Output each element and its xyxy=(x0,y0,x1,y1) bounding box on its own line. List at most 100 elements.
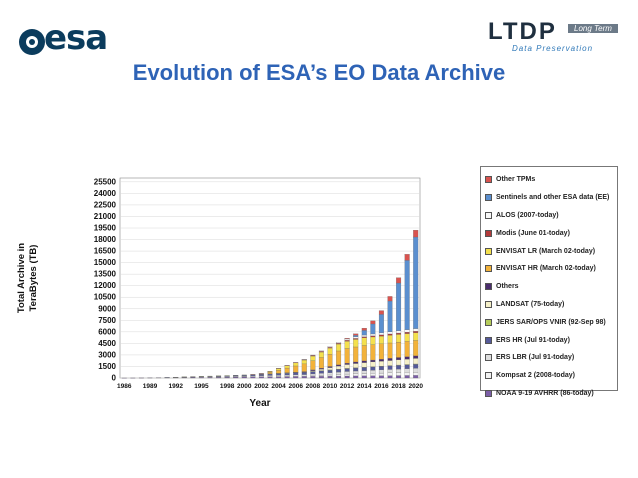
bar-segment xyxy=(327,367,333,371)
legend-swatch xyxy=(485,318,492,326)
bar-segment xyxy=(370,344,376,361)
bar-segment xyxy=(413,236,419,329)
bar-segment xyxy=(344,373,350,377)
bar-segment xyxy=(378,332,384,336)
bar-segment xyxy=(344,362,350,365)
bar-segment xyxy=(267,373,273,376)
bar-segment xyxy=(387,331,393,335)
x-tick-label: 2012 xyxy=(340,383,355,390)
bar-segment xyxy=(404,358,410,365)
stacked-bar-chart: 0 1500 3000 4500 6000 7500 9000 10500 12000 13500… xyxy=(16,177,423,409)
bar-segment xyxy=(353,361,359,364)
bar-segment xyxy=(413,372,419,376)
bar-segment xyxy=(361,360,367,363)
bar-segment xyxy=(327,370,333,373)
page-title: Evolution of ESA’s EO Data Archive xyxy=(132,60,506,85)
bar-segment xyxy=(318,368,324,371)
bar-segment xyxy=(336,371,342,375)
bar-segment xyxy=(344,375,350,379)
x-tick-label: 2000 xyxy=(237,383,252,390)
bar-segment xyxy=(301,376,307,379)
esa-logo xyxy=(19,29,45,55)
bar-segment xyxy=(293,372,299,375)
bar-segment xyxy=(370,366,376,371)
bar-segment xyxy=(361,334,367,337)
bar-segment xyxy=(361,345,367,362)
bar-segment xyxy=(318,351,324,358)
legend-swatch xyxy=(485,354,492,362)
bar-segment xyxy=(276,375,282,377)
bar-segment xyxy=(370,336,376,345)
x-tick-label: 2014 xyxy=(357,383,372,390)
bar-segment xyxy=(310,360,316,371)
legend-label: ENVISAT LR (March 02-today) xyxy=(496,247,596,255)
x-axis-label: Year xyxy=(249,398,270,409)
bar-segment xyxy=(318,350,324,352)
bar-segment xyxy=(404,372,410,376)
bar-segment xyxy=(413,355,419,359)
bar-segment xyxy=(336,343,342,352)
bar-segment xyxy=(284,373,290,376)
ltdp-logo-subtitle: Data Preservation xyxy=(512,44,594,53)
bar-segment xyxy=(267,375,273,377)
bar-segment xyxy=(404,364,410,369)
bar-segment xyxy=(387,365,393,370)
x-tick-label: 1992 xyxy=(168,383,183,390)
bar-segment xyxy=(378,359,384,362)
esa-logo-text: esa xyxy=(44,18,108,58)
bar-segment xyxy=(396,365,402,370)
y-tick-label: 22500 xyxy=(94,200,117,209)
bar-segment xyxy=(396,357,402,360)
bar-segment xyxy=(370,373,376,376)
bar-segment xyxy=(387,375,393,379)
bar-segment xyxy=(361,362,367,368)
bar-segment xyxy=(344,368,350,372)
x-tick-label: 1986 xyxy=(117,383,132,390)
bar-segment xyxy=(284,374,290,377)
bar-segment xyxy=(404,368,410,373)
y-tick-label: 15000 xyxy=(94,258,117,267)
y-tick-label: 4500 xyxy=(98,339,116,348)
bar-segment xyxy=(344,371,350,375)
bar-segment xyxy=(378,366,384,370)
bar-segment xyxy=(344,341,350,349)
bar-segment xyxy=(250,376,256,379)
legend-swatch xyxy=(485,300,492,308)
bar-segment xyxy=(404,331,410,334)
bar-segment xyxy=(344,348,350,364)
bar-segment xyxy=(387,333,393,336)
bar-segment xyxy=(310,371,316,375)
x-tick-label: 2020 xyxy=(408,383,423,390)
legend-item: NOAA 9-19 AVHRR (86-today) xyxy=(485,385,613,403)
bar-segment xyxy=(387,358,393,361)
bar-segment xyxy=(370,375,376,379)
bar-segment xyxy=(413,340,419,356)
legend-item: Sentinels and other ESA data (EE) xyxy=(485,189,613,207)
bar-segment xyxy=(413,331,419,333)
legend-label: Others xyxy=(496,283,519,291)
bar-segment xyxy=(336,365,342,370)
bar-segment xyxy=(370,361,376,367)
bar-segment xyxy=(396,334,402,343)
legend-label: Kompsat 2 (2008-today) xyxy=(496,372,575,380)
bar-segment xyxy=(396,359,402,366)
ltdp-logo: LTDP Long Term Data Preservation xyxy=(470,18,630,58)
bar-segment xyxy=(413,375,419,379)
bar-segment xyxy=(327,372,333,376)
legend-item: ERS HR (Jul 91-today) xyxy=(485,331,613,349)
bar-segment xyxy=(276,373,282,376)
bar-segment xyxy=(387,372,393,376)
bar-segment xyxy=(353,346,359,363)
y-tick-label: 13500 xyxy=(94,270,117,279)
bar-segment xyxy=(301,363,307,372)
bar-segment xyxy=(396,372,402,376)
x-tick-label: 1995 xyxy=(194,383,209,390)
bar-segment xyxy=(258,376,264,379)
bar-segment xyxy=(327,376,333,379)
bar-segment xyxy=(353,370,359,374)
bar-segment xyxy=(353,338,359,340)
bar-segment xyxy=(224,376,230,379)
legend-label: JERS SAR/OPS VNIR (92-Sep 98) xyxy=(496,318,606,326)
bar-segment xyxy=(267,376,273,379)
y-tick-label: 10500 xyxy=(94,293,117,302)
